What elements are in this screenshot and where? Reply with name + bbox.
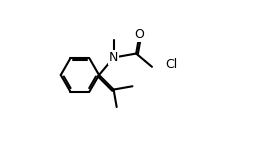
Text: Cl: Cl	[165, 58, 177, 71]
Text: N: N	[109, 51, 118, 64]
Text: O: O	[135, 28, 145, 41]
